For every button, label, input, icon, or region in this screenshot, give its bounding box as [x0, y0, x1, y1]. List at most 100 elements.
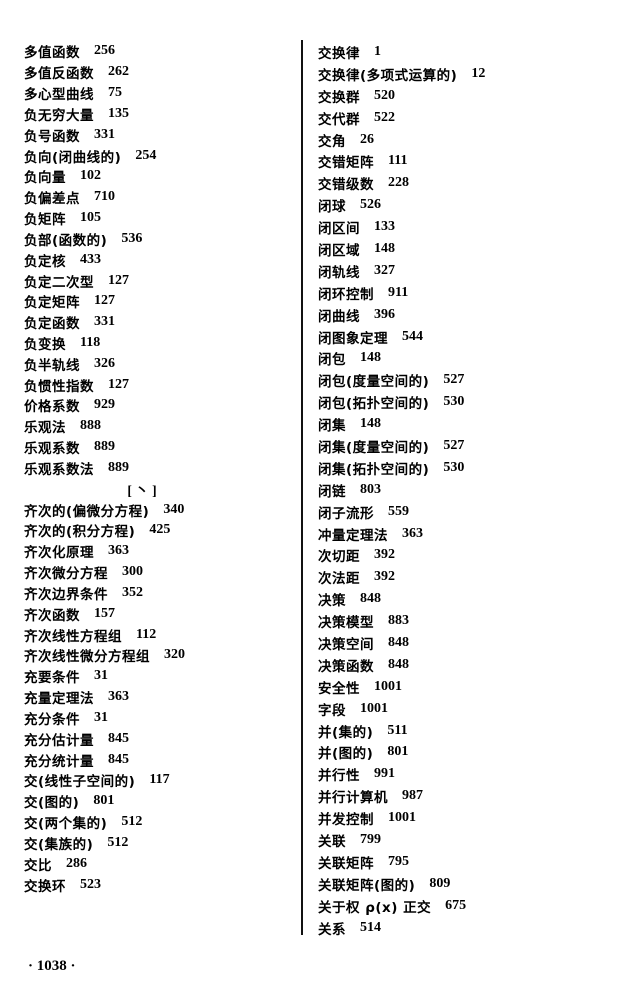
index-term: 齐次微分方程	[24, 566, 108, 583]
index-entry: 齐次的(积分方程) 425	[24, 520, 300, 541]
index-column-right: 交换律 1 交换律(多项式运算的) 12 交换群 520 交代群 522 交角 26 交错矩阵 111…	[318, 41, 618, 939]
index-term: 齐次化原理	[24, 545, 94, 562]
index-entry: 交换律 1	[318, 41, 618, 63]
index-page-number: 911	[388, 284, 409, 300]
index-term: 并(图的)	[318, 746, 374, 763]
index-page-number: 845	[108, 751, 129, 767]
index-term: 闭包(度量空间的)	[318, 374, 430, 391]
index-term: 闭环控制	[318, 286, 374, 303]
index-page-number: 512	[121, 814, 143, 830]
index-entry: 安全性 1001	[318, 676, 618, 698]
index-entry: 齐次化原理 363	[24, 541, 300, 562]
index-page-number: 26	[360, 131, 374, 147]
index-entry: 并(图的) 801	[318, 742, 618, 764]
index-entry: 闭子流形 559	[318, 501, 618, 523]
index-entry: 闭链 803	[318, 479, 618, 501]
index-page-number: 340	[163, 501, 185, 517]
index-page-number: 845	[108, 730, 129, 746]
index-entry: 负定矩阵 127	[24, 291, 300, 312]
index-page-number: 148	[360, 350, 381, 366]
index-term: 交(图的)	[24, 795, 80, 812]
index-entry: 并行性 991	[318, 763, 618, 785]
index-term: 乐观系数	[24, 441, 80, 458]
index-entry: 闭区间 133	[318, 216, 618, 238]
index-entry: 闭集(拓扑空间的) 530	[318, 457, 618, 479]
index-term: 决策模型	[318, 615, 374, 632]
index-page-number: 803	[360, 481, 381, 497]
index-term: 决策函数	[318, 658, 374, 675]
index-entry: 负惯性指数 127	[24, 374, 300, 395]
index-page-number: 523	[80, 876, 101, 892]
index-page-number: 127	[94, 293, 115, 309]
index-entry: 并(集的) 511	[318, 720, 618, 742]
index-term: 充量定理法	[24, 691, 94, 708]
index-entry: 负无穷大量 135	[24, 103, 300, 124]
index-page-number: 133	[374, 219, 395, 235]
index-page-number: 544	[402, 328, 423, 344]
index-term: 齐次线性微分方程组	[24, 649, 150, 666]
index-term: 多心型曲线	[24, 87, 94, 104]
index-page-number: 888	[80, 418, 101, 434]
index-entry: 充量定理法 363	[24, 687, 300, 708]
index-entry: 充分条件 31	[24, 708, 300, 729]
index-page-number: 157	[94, 605, 115, 621]
index-entry: 负向(闭曲线的) 254	[24, 145, 300, 166]
index-entry: 交(线性子空间的) 117	[24, 770, 300, 791]
index-term: 闭轨线	[318, 264, 360, 281]
index-term: 负惯性指数	[24, 378, 94, 395]
index-page-number: 363	[402, 525, 423, 541]
index-term: 负向(闭曲线的)	[24, 149, 122, 166]
index-term: 齐次的(偏微分方程)	[24, 503, 150, 520]
index-page-number: 256	[94, 43, 115, 59]
index-entry: 次法距 392	[318, 566, 618, 588]
index-entry: 负定函数 331	[24, 312, 300, 333]
index-entry: 乐观法 888	[24, 416, 300, 437]
index-page-number: 801	[93, 793, 115, 809]
index-term: 字段	[318, 702, 346, 719]
index-term: 次切距	[318, 549, 360, 566]
index-page-number: 105	[80, 210, 101, 226]
index-entry: 闭曲线 396	[318, 304, 618, 326]
index-page-number: 331	[94, 314, 115, 330]
index-term: 交换律	[318, 45, 360, 62]
index-entry: 关于权 ρ(x) 正交 675	[318, 895, 618, 917]
index-entry: 齐次线性方程组 112	[24, 624, 300, 645]
index-term: 负变换	[24, 337, 66, 353]
index-term: 冲量定理法	[318, 527, 388, 544]
index-term: 交换群	[318, 89, 360, 106]
index-term: 负偏差点	[24, 191, 80, 208]
index-entry: 负部(函数的) 536	[24, 228, 300, 249]
index-page-number: 127	[108, 376, 129, 392]
index-page-number: 433	[80, 251, 101, 267]
index-page-number: 929	[94, 397, 115, 413]
index-page-number: 514	[360, 919, 381, 935]
index-page-number: 512	[107, 834, 129, 850]
index-term: 交代群	[318, 111, 360, 128]
index-page-number: 1001	[374, 678, 402, 694]
index-page-number: 31	[94, 668, 108, 684]
index-entry: 交角 26	[318, 129, 618, 151]
index-entry: 交(两个集的) 512	[24, 812, 300, 833]
index-entry: 负矩阵 105	[24, 208, 300, 229]
index-entry: 并行计算机 987	[318, 785, 618, 807]
index-entry: 负偏差点 710	[24, 187, 300, 208]
index-entry: 负定核 433	[24, 249, 300, 270]
index-term: 负定二次型	[24, 274, 94, 291]
index-entry: 决策模型 883	[318, 610, 618, 632]
index-term: 闭集(度量空间的)	[318, 439, 430, 456]
index-term: 交换律(多项式运算的)	[318, 67, 458, 84]
index-term: 价格系数	[24, 399, 80, 416]
index-term: 负号函数	[24, 128, 80, 145]
index-term: 负部(函数的)	[24, 232, 108, 249]
index-page-number: 991	[374, 766, 395, 782]
index-term: 交错矩阵	[318, 155, 374, 172]
index-entry: 多值反函数 262	[24, 62, 300, 83]
index-page-number: 848	[360, 591, 381, 607]
index-entry: 交错级数 228	[318, 172, 618, 194]
index-page-number: 327	[374, 262, 395, 278]
index-term: 次法距	[318, 571, 360, 588]
index-entry: 齐次微分方程 300	[24, 562, 300, 583]
index-entry: 关联矩阵(图的) 809	[318, 873, 618, 895]
index-page-number: 889	[108, 459, 129, 475]
index-term: 多值反函数	[24, 66, 94, 83]
